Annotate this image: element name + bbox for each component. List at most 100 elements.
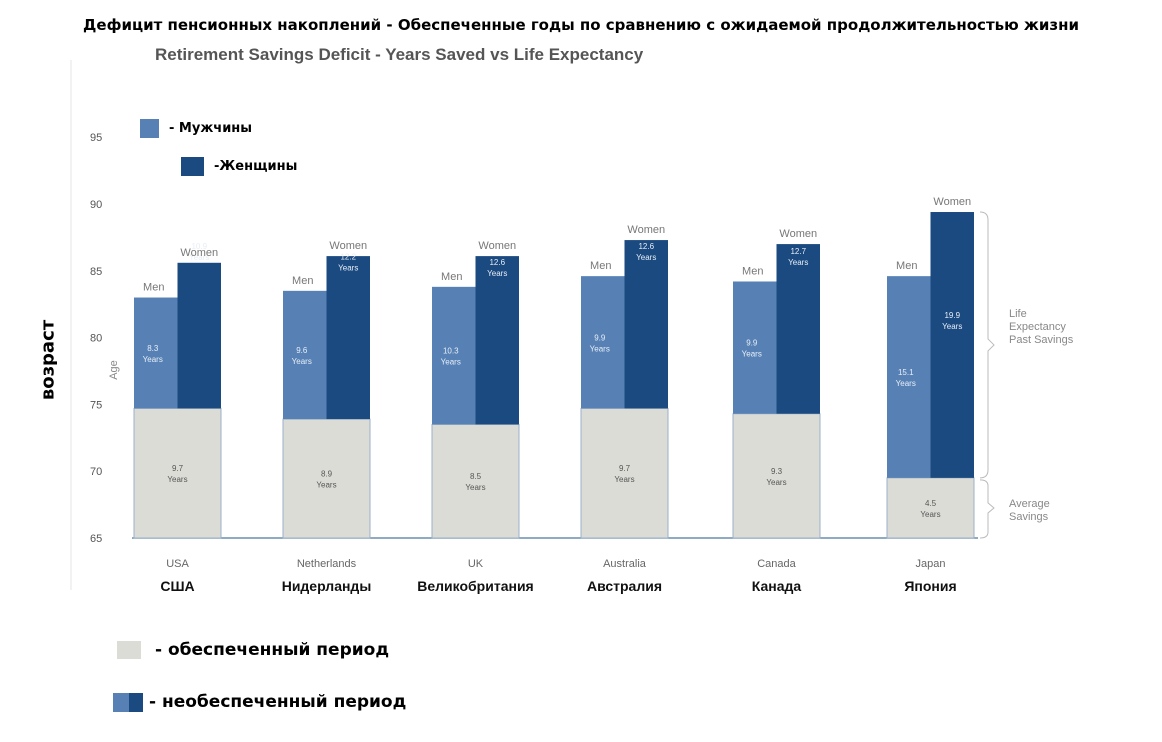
legend-funded: - обеспеченный период [113,640,389,660]
women-value-label: 12.2 [340,252,356,261]
men-value-label: 10.3 [443,347,459,356]
legend-label-unfunded: - необеспеченный период [149,692,407,712]
women-value-label: 12.7 [790,247,806,256]
men-value-label: 9.9 [746,339,758,348]
savings-unit-label: Years [465,483,485,492]
men-bar-label: Men [292,275,313,287]
x-tick-label: UK [468,558,484,570]
x-tick-label: Australia [603,558,647,570]
savings-value-label: 4.5 [925,499,937,508]
men-bar-label: Men [143,282,164,294]
savings-bar [431,423,520,539]
legend-swatch-women [181,157,204,176]
savings-unit-label: Years [614,475,634,484]
women-value-label: 19.9 [944,311,960,320]
men-value-label: 15.1 [898,368,914,377]
legend-swatch-funded [117,641,141,659]
y-tick-label: 65 [90,533,102,545]
men-bar [581,276,625,409]
men-value-label: 8.3 [147,344,159,353]
savings-value-label: 9.3 [771,467,783,476]
annotation-average-savings: Average [1009,498,1050,510]
savings-bar [282,418,371,539]
women-bar [776,244,820,414]
men-bar [887,276,931,478]
men-unit-label: Years [441,358,461,367]
x-tick-label-ru: Великобритания [417,578,533,594]
savings-bar [886,477,975,539]
chart-title: Retirement Savings Deficit - Years Saved… [155,45,644,64]
x-tick-label: USA [166,558,189,570]
bracket-unfunded [979,211,995,479]
chart-title-ru: Дефицит пенсионных накоплений - Обеспече… [83,16,1079,34]
savings-bar [133,407,222,539]
men-unit-label: Years [896,379,916,388]
women-bar-label: Women [478,240,516,252]
legend-swatch-men [140,119,159,138]
men-bar-label: Men [896,260,917,272]
savings-value-label: 8.5 [470,472,482,481]
men-unit-label: Years [292,357,312,366]
legend-label-women: -Женщины [214,159,298,174]
women-bar-label: Women [933,196,971,208]
women-bar [475,256,519,425]
men-bar-label: Men [742,265,763,277]
y-tick-label: 80 [90,333,102,345]
savings-unit-label: Years [316,481,336,490]
men-bar [134,297,178,409]
women-value-label: 12.6 [638,242,654,251]
annotation-life-expectancy: Past Savings [1009,334,1074,346]
men-value-label: 9.9 [594,333,606,342]
women-unit-label: Years [487,269,507,278]
y-tick-label: 85 [90,266,102,278]
women-unit-label: Years [942,322,962,331]
women-value-label: 10.9 [191,242,207,251]
women-bar-label: Women [779,228,817,240]
women-bar [624,240,668,409]
women-unit-label: Years [788,258,808,267]
y-tick-label: 70 [90,466,102,478]
annotation-life-expectancy: Life [1009,308,1027,320]
x-tick-label-ru: США [160,578,194,594]
men-bar-label: Men [590,260,611,272]
men-bar [733,281,777,414]
women-bar [930,212,974,478]
women-unit-label: Years [636,253,656,262]
savings-value-label: 9.7 [172,464,184,473]
legend-label-funded: - обеспеченный период [155,640,390,660]
savings-unit-label: Years [167,475,187,484]
x-tick-label-ru: Австралия [587,578,662,594]
men-bar [283,290,327,420]
women-value-label: 12.6 [489,258,505,267]
women-bar [177,262,221,409]
women-bar [326,256,370,420]
legend-item-men: - Мужчины [140,119,252,138]
savings-bar [580,407,669,539]
savings-value-label: 9.7 [619,464,631,473]
men-bar [432,286,476,425]
men-unit-label: Years [590,344,610,353]
y-tick-label: 90 [90,199,102,211]
x-tick-label-ru: Нидерланды [282,578,372,594]
x-tick-label: Canada [757,558,796,570]
women-unit-label: Years [189,253,209,262]
legend-swatch-unfunded [113,692,143,712]
men-bar-label: Men [441,271,462,283]
y-tick-label: 95 [90,132,102,144]
x-tick-label-ru: Япония [904,578,956,594]
x-tick-label-ru: Канада [752,578,802,594]
annotation-average-savings: Savings [1009,511,1049,523]
savings-unit-label: Years [766,478,786,487]
women-unit-label: Years [338,263,358,272]
men-value-label: 9.6 [296,346,308,355]
men-unit-label: Years [143,355,163,364]
men-unit-label: Years [742,350,762,359]
women-bar-label: Women [329,240,367,252]
women-bar-label: Women [627,224,665,236]
savings-unit-label: Years [920,510,940,519]
y-tick-label: 75 [90,399,102,411]
legend-unfunded: - необеспеченный период [113,692,406,712]
x-tick-label: Netherlands [297,558,357,570]
savings-bar [732,413,821,539]
